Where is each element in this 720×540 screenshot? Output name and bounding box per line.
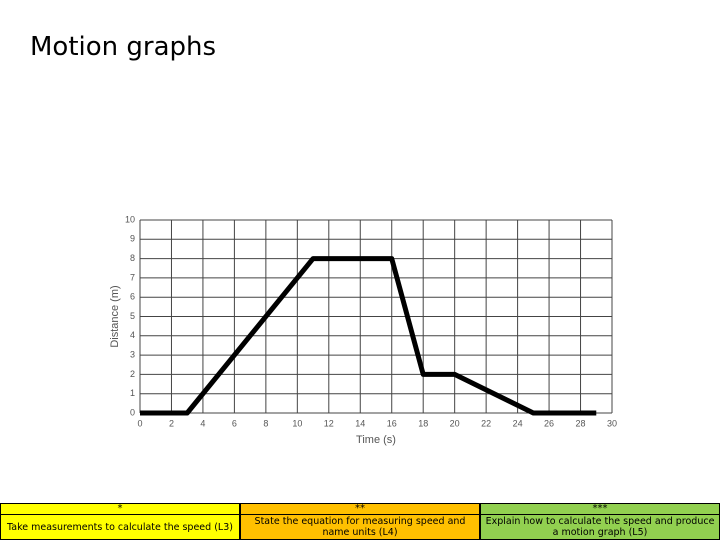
level-stars: *** xyxy=(481,504,719,515)
x-tick-label: 0 xyxy=(137,418,142,428)
y-tick-label: 7 xyxy=(130,272,135,282)
y-tick-label: 2 xyxy=(130,369,135,379)
level-text: Take measurements to calculate the speed… xyxy=(7,521,233,533)
x-tick-label: 20 xyxy=(450,418,460,428)
level-text: Explain how to calculate the speed and p… xyxy=(485,516,715,538)
slide-title: Motion graphs xyxy=(30,32,217,62)
y-tick-label: 10 xyxy=(125,214,135,224)
level-box: *** Explain how to calculate the speed an… xyxy=(480,503,720,540)
x-tick-label: 6 xyxy=(232,418,237,428)
x-tick-label: 4 xyxy=(200,418,205,428)
y-tick-label: 4 xyxy=(130,330,135,340)
y-tick-label: 1 xyxy=(130,388,135,398)
x-tick-label: 10 xyxy=(292,418,302,428)
x-tick-label: 30 xyxy=(607,418,617,428)
y-tick-label: 3 xyxy=(130,349,135,359)
level-text: State the equation for measuring speed a… xyxy=(254,516,466,538)
x-tick-label: 12 xyxy=(324,418,334,428)
level-box: ** State the equation for measuring speed… xyxy=(240,503,480,540)
y-tick-label: 0 xyxy=(130,407,135,417)
distance-line xyxy=(140,256,597,416)
x-tick-label: 22 xyxy=(481,418,491,428)
y-tick-label: 8 xyxy=(130,253,135,263)
x-axis-title: Time (s) xyxy=(356,434,396,446)
x-tick-label: 14 xyxy=(355,418,365,428)
y-tick-label: 6 xyxy=(130,292,135,302)
y-tick-label: 9 xyxy=(130,234,135,244)
level-box: * Take measurements to calculate the spee… xyxy=(0,503,240,540)
x-tick-label: 18 xyxy=(418,418,428,428)
x-tick-label: 26 xyxy=(544,418,554,428)
y-axis-title: Distance (m) xyxy=(109,285,121,347)
x-tick-label: 2 xyxy=(169,418,174,428)
x-tick-label: 24 xyxy=(513,418,523,428)
x-tick-label: 16 xyxy=(387,418,397,428)
y-tick-label: 5 xyxy=(130,311,135,321)
level-boxes: * Take measurements to calculate the spee… xyxy=(0,503,720,540)
x-tick-label: 28 xyxy=(576,418,586,428)
level-stars: ** xyxy=(241,504,479,515)
level-stars: * xyxy=(1,504,239,515)
x-tick-label: 8 xyxy=(263,418,268,428)
